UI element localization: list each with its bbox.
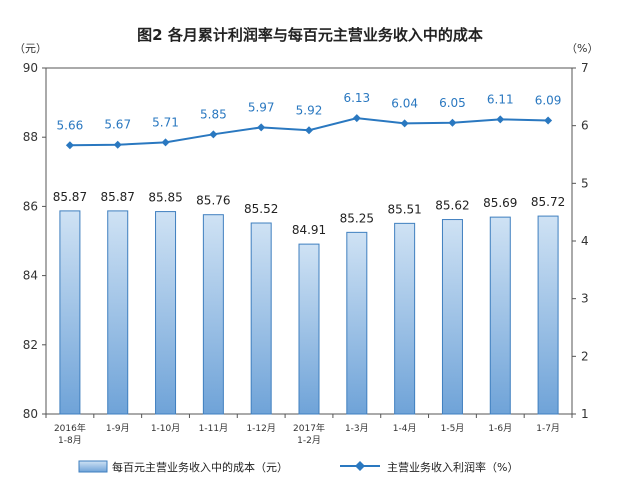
bar xyxy=(394,222,416,415)
x-tick-label: 2016年 xyxy=(54,422,86,434)
bar-value-label: 85.87 xyxy=(101,190,135,204)
x-tick-label: 1-4月 xyxy=(393,423,417,434)
bar-value-label: 85.85 xyxy=(148,191,182,205)
left-tick-label: 80 xyxy=(23,407,38,421)
line-point xyxy=(496,115,505,124)
line-point xyxy=(65,141,74,150)
bar xyxy=(107,210,129,415)
x-tick-label: 1-10月 xyxy=(151,423,180,434)
line-point xyxy=(161,138,170,147)
left-unit-label: （元） xyxy=(14,42,47,55)
legend-bar-label: 每百元主营业务收入中的成本（元） xyxy=(112,460,288,474)
line-value-label: 5.67 xyxy=(104,118,131,132)
line-value-label: 5.92 xyxy=(296,103,323,117)
right-unit-label: （%） xyxy=(566,42,598,55)
bar-value-label: 85.69 xyxy=(483,196,517,210)
bar xyxy=(489,216,511,415)
line-point xyxy=(113,140,122,149)
legend-line-label: 主营业务收入利润率（%） xyxy=(387,460,518,474)
bar xyxy=(155,211,177,415)
bar xyxy=(441,219,463,415)
line-point xyxy=(352,114,361,123)
line-point xyxy=(400,119,409,128)
x-tick-label: 1-2月 xyxy=(297,435,321,446)
legend: 每百元主营业务收入中的成本（元） 主营业务收入利润率（%） xyxy=(78,460,518,474)
right-tick-label: 2 xyxy=(581,349,589,363)
bar xyxy=(202,214,224,415)
bar xyxy=(59,210,81,415)
x-tick-label: 1-6月 xyxy=(488,423,512,434)
bar-series: 85.87 85.87 85.85 85.76 85.52 84.91 85.25 85.51… xyxy=(53,190,565,415)
x-tick-label: 1-3月 xyxy=(345,423,369,434)
bar xyxy=(250,222,272,415)
line-value-label: 6.09 xyxy=(535,93,562,107)
line-point xyxy=(448,118,457,127)
bar-value-label: 85.51 xyxy=(387,202,421,216)
left-tick-label: 84 xyxy=(23,269,38,283)
line-value-label: 5.85 xyxy=(200,107,227,121)
x-tick-label: 1-5月 xyxy=(441,423,465,434)
right-tick-label: 6 xyxy=(581,119,589,133)
bar xyxy=(537,215,559,415)
bar-value-label: 85.62 xyxy=(435,199,469,213)
line-point xyxy=(209,130,218,139)
line-point xyxy=(544,116,553,125)
bar-value-label: 85.76 xyxy=(196,194,230,208)
left-tick-label: 90 xyxy=(23,61,38,75)
line-value-label: 5.97 xyxy=(248,100,275,114)
line-point xyxy=(257,123,266,132)
right-tick-label: 5 xyxy=(581,176,589,190)
line-value-label: 6.13 xyxy=(343,91,370,105)
left-tick-label: 86 xyxy=(23,199,38,213)
x-tick-label: 1-7月 xyxy=(536,423,560,434)
bar xyxy=(298,243,320,415)
bar-value-label: 85.72 xyxy=(531,195,565,209)
line-series: 5.66 5.67 5.71 5.85 5.97 5.92 6.13 6.04 6.05 6.11… xyxy=(57,91,562,150)
x-tick-label: 1-12月 xyxy=(246,423,275,434)
bar xyxy=(346,231,368,415)
right-tick-label: 1 xyxy=(581,407,589,421)
left-tick-label: 88 xyxy=(23,130,38,144)
bar-value-label: 85.52 xyxy=(244,202,278,216)
right-tick-label: 4 xyxy=(581,234,589,248)
legend-bar-swatch xyxy=(78,460,108,473)
x-tick-label: 1-8月 xyxy=(58,435,82,446)
bar-value-label: 84.91 xyxy=(292,223,326,237)
left-tick-label: 82 xyxy=(23,338,38,352)
bar-value-label: 85.87 xyxy=(53,190,87,204)
right-tick-label: 7 xyxy=(581,61,589,75)
legend-diamond-marker xyxy=(355,461,365,471)
line-point xyxy=(305,126,313,135)
line-value-label: 6.11 xyxy=(487,92,514,106)
line-value-label: 6.05 xyxy=(439,96,466,110)
x-tick-label: 1-11月 xyxy=(199,423,228,434)
right-axis: 1 2 3 4 5 6 7 xyxy=(572,61,589,421)
bar-value-label: 85.25 xyxy=(340,211,374,225)
line-value-label: 5.66 xyxy=(57,118,84,132)
chart-title: 图2 各月累计利润率与每百元主营业务收入中的成本 xyxy=(137,26,483,44)
left-axis: 80 82 84 86 88 90 xyxy=(23,61,46,421)
x-tick-label: 1-9月 xyxy=(106,423,130,434)
line-value-label: 6.04 xyxy=(391,96,418,110)
x-tick-label: 2017年 xyxy=(293,422,325,434)
right-tick-label: 3 xyxy=(581,292,589,306)
line-value-label: 5.71 xyxy=(152,115,179,129)
